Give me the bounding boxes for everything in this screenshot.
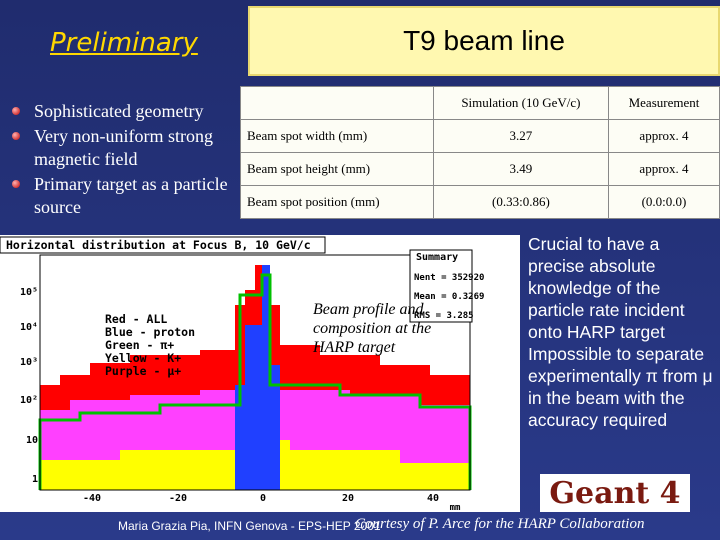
cell: approx. 4 — [607, 119, 720, 153]
corner-cell — [240, 86, 434, 120]
column-header: Measurement — [607, 86, 720, 120]
y-tick-label: 10 — [26, 435, 38, 446]
row: Beam spot position (mm) (0.33:0.86) (0.0:0… — [240, 185, 720, 219]
legend-entry: Blue - proton — [105, 325, 195, 339]
x-tick-label: 40 — [427, 493, 439, 504]
summary-title: Summary — [416, 252, 458, 263]
cell: 3.49 — [432, 152, 609, 186]
x-tick-label: 20 — [342, 493, 354, 504]
row: Beam spot height (mm) 3.49 approx. 4 — [240, 152, 720, 186]
legend-entry: Green - π+ — [105, 338, 174, 352]
y-tick-label: 10⁵ — [20, 287, 38, 298]
summary-entry: Nent = 352920 — [414, 273, 484, 283]
title-box — [0, 236, 326, 254]
cell: (0.33:0.86) — [432, 185, 609, 219]
geant4-logo: Geant 4 — [540, 474, 690, 512]
summary-entry: RMS = 3.285 — [414, 311, 474, 321]
row-label: Beam spot position (mm) — [240, 185, 434, 219]
legend-entry: Yellow - K+ — [105, 351, 181, 365]
right-text: Crucial to have a precise absolute knowl… — [528, 233, 713, 431]
y-tick-label: 10³ — [20, 357, 38, 368]
histogram-legend: Red - ALL Blue - proton Green - π+ Yello… — [105, 312, 195, 378]
cell: approx. 4 — [607, 152, 720, 186]
cell: 3.27 — [432, 119, 609, 153]
paragraph: Impossible to separate experimentally π … — [528, 344, 713, 430]
preliminary-label: Preliminary — [50, 28, 198, 58]
bullet: Sophisticated geometry — [12, 100, 237, 123]
bullet: Primary target as a particle source — [12, 173, 237, 219]
footer-credit: Courtesy of P. Arce for the HARP Collabo… — [355, 516, 645, 532]
cell: (0.0:0.0) — [607, 185, 720, 219]
pion-outline — [38, 273, 472, 490]
bullet: Very non-uniform strong magnetic field — [12, 125, 237, 171]
column-header: Simulation (10 GeV/c) — [432, 86, 609, 120]
paragraph: Crucial to have a precise absolute knowl… — [528, 234, 685, 342]
legend-entry: Purple - μ+ — [105, 364, 181, 378]
histogram-shapes — [38, 265, 472, 490]
summary-entry: Mean = 0.3269 — [414, 292, 484, 302]
plot-frame — [39, 254, 471, 491]
x-unit: mm — [450, 503, 461, 512]
histogram-figure: Horizontal distribution at Focus B, 10 G… — [0, 235, 520, 512]
x-axis-labels: -40 -20 0 20 40 mm — [83, 493, 461, 512]
bullet-list: Sophisticated geometry Very non-uniform … — [12, 100, 237, 221]
legend-entry: Red - ALL — [105, 312, 167, 326]
summary-box — [409, 249, 473, 323]
x-tick-label: 0 — [260, 493, 266, 504]
y-tick-label: 1 — [32, 474, 38, 485]
histogram-title: Horizontal distribution at Focus B, 10 G… — [6, 238, 311, 252]
x-tick-label: -40 — [83, 493, 101, 504]
y-tick-label: 10² — [20, 395, 38, 406]
slide-title: T9 beam line — [248, 6, 720, 76]
footer-author: Maria Grazia Pia, INFN Genova - EPS-HEP … — [118, 519, 381, 533]
header-row: Simulation (10 GeV/c) Measurement — [240, 86, 720, 120]
y-axis-labels: 10⁵ 10⁴ 10³ 10² 10 1 — [20, 287, 38, 485]
x-tick-label: -20 — [169, 493, 187, 504]
row: Beam spot width (mm) 3.27 approx. 4 — [240, 119, 720, 153]
figure-annotation: Beam profile and composition at the HARP… — [313, 301, 432, 356]
results-table: Simulation (10 GeV/c) Measurement Beam sp… — [240, 86, 720, 219]
y-tick-label: 10⁴ — [20, 322, 38, 333]
row-label: Beam spot height (mm) — [240, 152, 434, 186]
row-label: Beam spot width (mm) — [240, 119, 434, 153]
